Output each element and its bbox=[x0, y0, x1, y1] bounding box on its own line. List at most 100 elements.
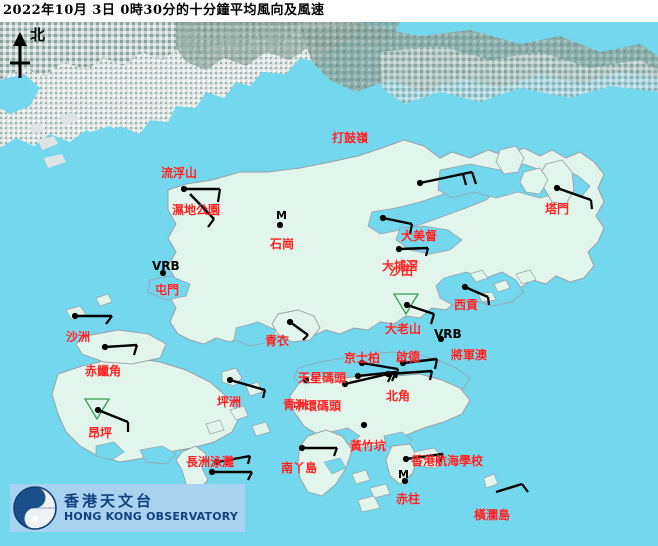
wind-barb-shaft bbox=[229, 378, 266, 392]
wind-barb-feather bbox=[386, 372, 394, 383]
vrb-label-tuen-mun: VRB bbox=[152, 259, 180, 273]
wind-barb-feather bbox=[247, 471, 253, 481]
station-marker-triangle bbox=[392, 293, 420, 316]
wind-barb-feather bbox=[428, 370, 434, 381]
wind-barb-feather bbox=[470, 171, 478, 185]
wind-barb-feather bbox=[461, 173, 468, 186]
station-label-tseung-kwan-o: 將軍澳 bbox=[451, 348, 488, 362]
wind-barb-shaft bbox=[216, 454, 251, 464]
station-tap-mun[interactable] bbox=[553, 184, 594, 210]
station-label-hk-sea-school: 香港航海學校 bbox=[411, 454, 484, 468]
station-cheung-chau-beach[interactable] bbox=[213, 454, 252, 466]
hko-logo-icon bbox=[13, 486, 57, 530]
station-wong-chuk-hang[interactable] bbox=[360, 421, 368, 429]
wind-barb-shaft bbox=[402, 357, 438, 365]
station-label-ngong-ping: 昂坪 bbox=[88, 426, 113, 440]
station-stanley[interactable] bbox=[401, 477, 409, 485]
station-cheung-chau[interactable] bbox=[208, 468, 253, 481]
station-lau-fau-shan[interactable] bbox=[180, 185, 222, 203]
station-label-kings-park: 京士柏 bbox=[344, 351, 381, 365]
wind-barb-shaft bbox=[361, 361, 399, 371]
station-label-tai-mei-tuk: 大美督 bbox=[401, 229, 438, 243]
outlying-islands bbox=[175, 367, 499, 513]
station-waglan-island[interactable] bbox=[495, 482, 529, 494]
station-label-tap-mun: 塔門 bbox=[545, 202, 570, 216]
wind-barb-feather bbox=[438, 453, 445, 463]
north-label: 北 bbox=[30, 26, 46, 44]
station-sai-kung[interactable] bbox=[461, 283, 491, 306]
station-sha-tin[interactable] bbox=[395, 245, 430, 257]
station-label-north-point: 北角 bbox=[386, 389, 411, 403]
station-label-central-pier: 中環碼頭 bbox=[293, 399, 342, 413]
wind-barb-feather bbox=[105, 315, 113, 325]
wind-barb-feather bbox=[261, 389, 267, 399]
station-label-tuen-mun: 屯門 bbox=[155, 283, 180, 297]
station-tai-mei-tuk[interactable] bbox=[416, 170, 478, 187]
station-green-island[interactable] bbox=[302, 376, 310, 384]
wind-barb-shaft bbox=[344, 371, 393, 386]
maintenance-marker-shek-kong: M bbox=[276, 209, 287, 222]
north-arrow-icon bbox=[10, 32, 30, 78]
station-shek-kong[interactable] bbox=[276, 221, 284, 229]
station-label-ta-kwu-ling: 打鼓嶺 bbox=[332, 131, 369, 145]
maintenance-marker-stanley: M bbox=[398, 468, 409, 481]
station-wetland-park[interactable] bbox=[189, 193, 215, 228]
station-dot bbox=[360, 421, 368, 429]
station-marker-triangle bbox=[83, 398, 111, 421]
wind-barb-shaft bbox=[387, 369, 433, 376]
wind-barb-feather bbox=[521, 483, 529, 493]
station-label-wong-chuk-hang: 黃竹坑 bbox=[350, 439, 387, 453]
logo-title-zh: 香港天文台 bbox=[64, 492, 155, 510]
station-label-sha-chau: 沙洲 bbox=[66, 330, 91, 344]
station-label-lamma-island: 南丫島 bbox=[281, 461, 318, 475]
station-tates-cairn[interactable] bbox=[392, 293, 436, 325]
wind-barb-feather bbox=[207, 218, 215, 228]
station-lamma-island[interactable] bbox=[298, 444, 339, 457]
station-label-waglan-island: 橫瀾島 bbox=[474, 508, 511, 522]
mainland-terrain bbox=[0, 22, 658, 174]
wind-barb-feather bbox=[132, 344, 139, 356]
wind-barb-shaft bbox=[104, 343, 138, 349]
station-chek-lap-kok[interactable] bbox=[101, 343, 139, 356]
station-label-tates-cairn: 大老山 bbox=[385, 322, 422, 336]
station-dot bbox=[401, 477, 409, 485]
wind-barb-shaft bbox=[97, 408, 129, 424]
wind-barb-feather bbox=[246, 455, 252, 465]
station-sha-chau[interactable] bbox=[71, 312, 113, 325]
wind-barb-feather bbox=[302, 334, 309, 341]
station-hk-sea-school[interactable] bbox=[402, 452, 445, 463]
station-label-lau-fau-shan: 流浮山 bbox=[161, 166, 198, 180]
wind-barb-feather bbox=[216, 188, 222, 203]
station-label-star-ferry: 天星碼頭 bbox=[298, 371, 347, 385]
wind-barb-shaft bbox=[464, 285, 489, 299]
wind-barb-shaft bbox=[382, 216, 413, 226]
station-tai-po-kau[interactable] bbox=[379, 214, 414, 235]
station-dot bbox=[302, 376, 310, 384]
wind-barb-shaft bbox=[189, 193, 215, 220]
station-tsing-yi[interactable] bbox=[286, 318, 309, 341]
wind-barb-shaft bbox=[398, 246, 429, 251]
station-label-stanley: 赤柱 bbox=[396, 492, 421, 506]
station-ngong-ping[interactable] bbox=[83, 398, 130, 432]
wind-barb-feather bbox=[433, 358, 439, 370]
wind-barb-shaft bbox=[495, 482, 523, 494]
wind-barb-feather bbox=[408, 223, 414, 235]
station-label-peng-chau: 坪洲 bbox=[217, 395, 242, 409]
station-label-green-island: 青洲 bbox=[283, 398, 308, 412]
hk-landmass bbox=[147, 139, 605, 345]
station-central-pier[interactable] bbox=[341, 371, 394, 388]
wind-barb-feather bbox=[486, 296, 491, 306]
station-dot bbox=[159, 269, 167, 277]
station-kai-tak[interactable] bbox=[399, 357, 439, 370]
map-canvas[interactable]: 北 打鼓嶺 流浮山 濕地公園 石崗 M 大美督 大埔滘 沙田 塔門 西貢 屯門 VRB 沙洲 赤鱲角 昂坪 青… bbox=[0, 22, 658, 546]
station-dot bbox=[437, 335, 445, 343]
page-title: 2022年10月 3日 0時30分的十分鐘平均風向及風速 bbox=[0, 0, 658, 22]
station-peng-chau[interactable] bbox=[226, 376, 267, 399]
station-label-cheung-chau-beach: 長洲泳灘 bbox=[186, 455, 235, 469]
vrb-label-tseung-kwan-o: VRB bbox=[434, 327, 462, 341]
station-tuen-mun[interactable] bbox=[159, 269, 167, 277]
station-label-kai-tak: 啟德 bbox=[396, 350, 421, 364]
wind-barb-shaft bbox=[556, 186, 592, 202]
station-tseung-kwan-o[interactable] bbox=[437, 335, 445, 343]
